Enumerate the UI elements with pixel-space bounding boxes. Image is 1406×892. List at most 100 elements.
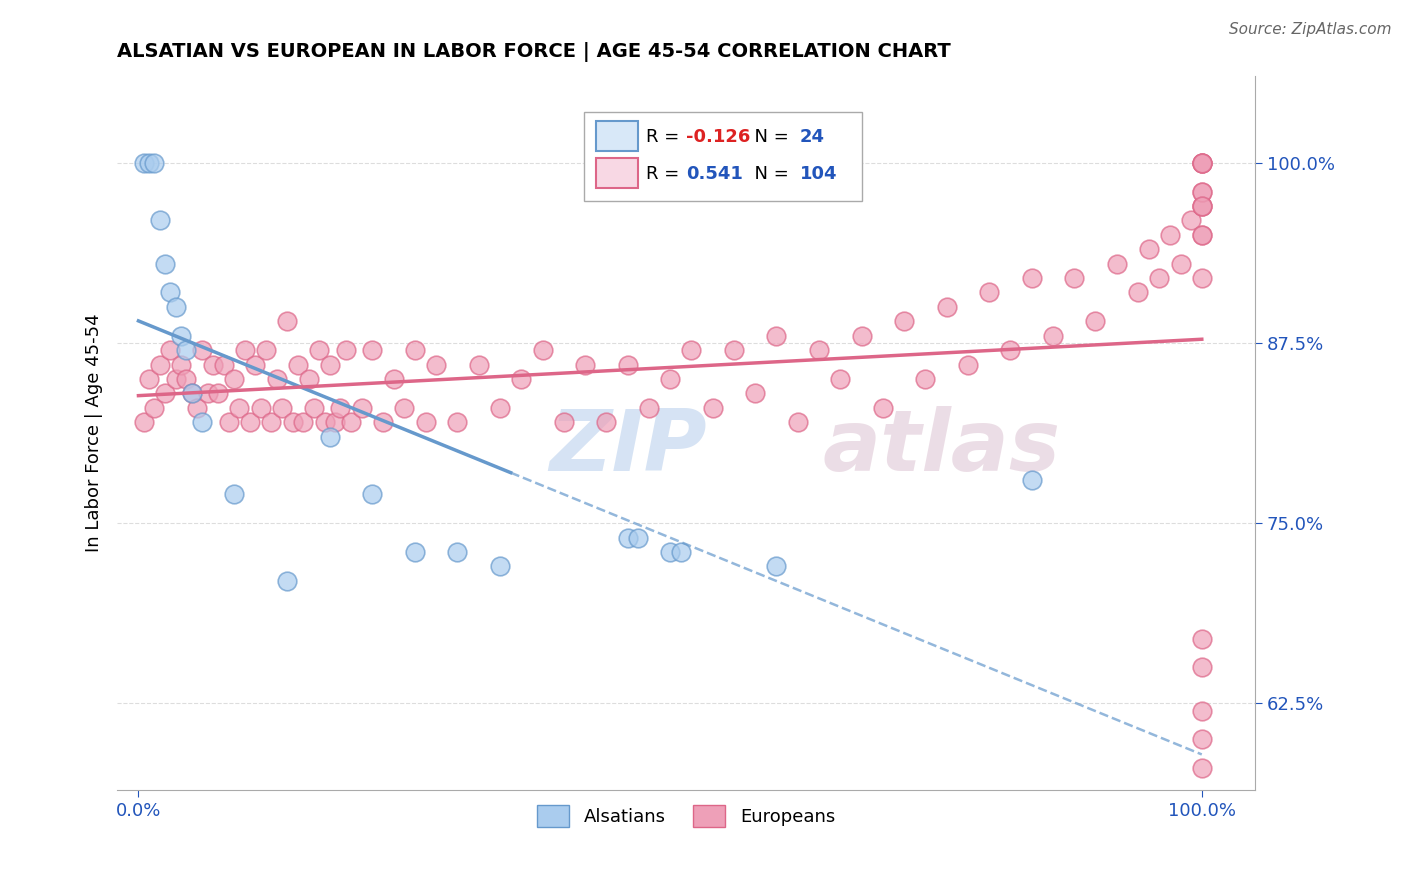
Point xyxy=(245,358,267,372)
Point xyxy=(830,372,852,386)
Point xyxy=(180,386,202,401)
Point xyxy=(765,328,787,343)
Point xyxy=(319,430,342,444)
Point xyxy=(489,559,512,574)
Point xyxy=(297,372,319,386)
Point xyxy=(851,328,873,343)
Point xyxy=(1191,761,1213,775)
Point xyxy=(807,343,830,358)
Point xyxy=(404,343,426,358)
Point xyxy=(329,401,352,415)
Text: 104: 104 xyxy=(800,165,838,183)
Point xyxy=(415,415,437,429)
Point xyxy=(350,401,373,415)
Point xyxy=(637,401,659,415)
Point xyxy=(765,559,787,574)
Point xyxy=(228,401,250,415)
FancyBboxPatch shape xyxy=(583,112,862,201)
Point xyxy=(153,386,176,401)
Point xyxy=(531,343,554,358)
Point xyxy=(170,328,193,343)
Point xyxy=(159,285,181,300)
Point xyxy=(425,358,447,372)
FancyBboxPatch shape xyxy=(596,158,638,188)
Point xyxy=(467,358,489,372)
Point xyxy=(1191,185,1213,199)
Point xyxy=(595,415,617,429)
Point xyxy=(165,372,187,386)
Point xyxy=(323,415,346,429)
Point xyxy=(1063,271,1085,285)
Point xyxy=(1084,314,1107,328)
Point xyxy=(1105,257,1128,271)
Point xyxy=(176,343,198,358)
Point xyxy=(371,415,394,429)
Point xyxy=(132,155,155,169)
Point xyxy=(233,343,256,358)
Point xyxy=(1191,704,1213,718)
Text: atlas: atlas xyxy=(823,406,1060,489)
Point xyxy=(702,401,724,415)
Point xyxy=(186,401,208,415)
Point xyxy=(249,401,271,415)
Point xyxy=(132,415,155,429)
Point xyxy=(1191,805,1213,819)
Point xyxy=(979,285,1001,300)
Point xyxy=(224,372,246,386)
Text: -0.126: -0.126 xyxy=(686,128,751,146)
Point xyxy=(1149,271,1171,285)
Point xyxy=(893,314,915,328)
Point xyxy=(143,155,166,169)
Point xyxy=(361,343,384,358)
Text: R =: R = xyxy=(647,128,685,146)
Point xyxy=(723,343,745,358)
Point xyxy=(382,372,405,386)
Point xyxy=(1191,185,1213,199)
Point xyxy=(489,401,512,415)
Point xyxy=(1191,155,1213,169)
Text: N =: N = xyxy=(742,128,794,146)
Point xyxy=(1191,227,1213,242)
Point xyxy=(302,401,325,415)
Point xyxy=(574,358,596,372)
Point xyxy=(1191,155,1213,169)
Text: 24: 24 xyxy=(800,128,825,146)
Point xyxy=(1191,660,1213,674)
Text: N =: N = xyxy=(742,165,794,183)
Point xyxy=(1191,199,1213,213)
Point xyxy=(260,415,283,429)
Point xyxy=(627,531,650,545)
Text: ALSATIAN VS EUROPEAN IN LABOR FORCE | AGE 45-54 CORRELATION CHART: ALSATIAN VS EUROPEAN IN LABOR FORCE | AG… xyxy=(117,42,950,62)
Point xyxy=(224,487,246,501)
Point xyxy=(176,372,198,386)
Point xyxy=(207,386,229,401)
Text: ZIP: ZIP xyxy=(550,406,707,489)
Point xyxy=(616,358,638,372)
Point xyxy=(335,343,357,358)
Text: Source: ZipAtlas.com: Source: ZipAtlas.com xyxy=(1229,22,1392,37)
Point xyxy=(254,343,277,358)
Point xyxy=(914,372,936,386)
Point xyxy=(180,386,202,401)
Point xyxy=(149,358,172,372)
Point xyxy=(659,372,682,386)
Point xyxy=(446,545,468,559)
Point xyxy=(276,574,298,588)
Point xyxy=(1170,257,1192,271)
Point xyxy=(1191,155,1213,169)
Point xyxy=(319,358,342,372)
Point xyxy=(659,545,682,559)
Y-axis label: In Labor Force | Age 45-54: In Labor Force | Age 45-54 xyxy=(86,314,103,552)
Point xyxy=(1021,473,1043,487)
Point xyxy=(266,372,288,386)
Point xyxy=(159,343,181,358)
Point xyxy=(669,545,692,559)
Point xyxy=(314,415,336,429)
Point xyxy=(1180,213,1202,227)
Point xyxy=(1021,271,1043,285)
Point xyxy=(276,314,298,328)
Point xyxy=(1000,343,1022,358)
Point xyxy=(956,358,979,372)
Point xyxy=(191,415,214,429)
Point xyxy=(1159,227,1181,242)
